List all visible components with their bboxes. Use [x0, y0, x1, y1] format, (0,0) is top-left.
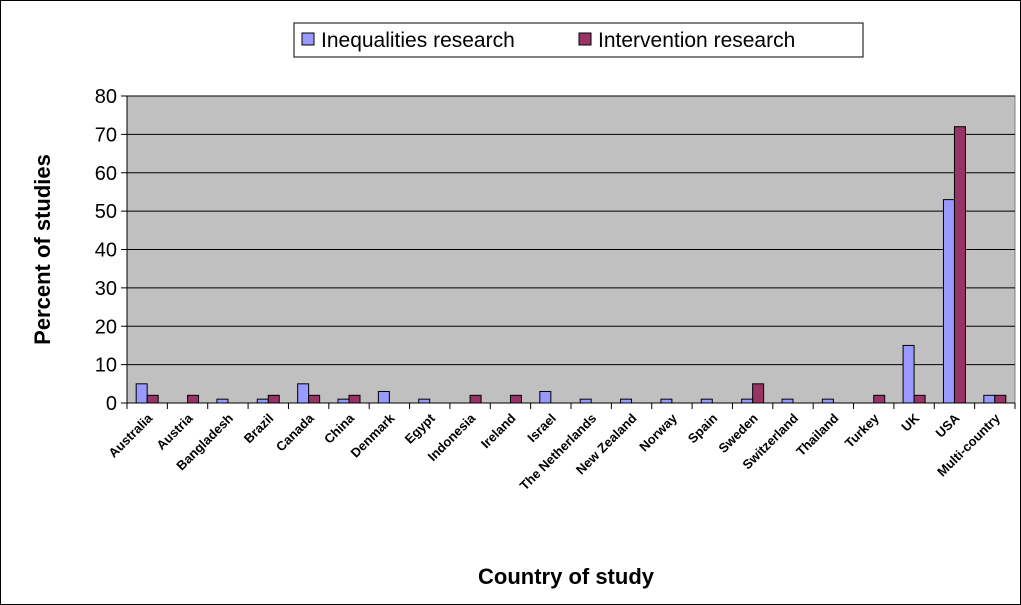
- bar-inequalities: [620, 398, 633, 404]
- legend-swatch-intervention: [578, 32, 592, 46]
- bar-inequalities: [256, 398, 269, 404]
- bar-inequalities: [942, 199, 955, 404]
- legend: Inequalities research Intervention resea…: [293, 22, 864, 58]
- bar-inequalities: [579, 398, 592, 404]
- bar-inequalities: [983, 394, 996, 404]
- bar-intervention: [348, 394, 361, 404]
- y-tick-label: 10: [95, 355, 117, 377]
- x-tick-label: Brazil: [241, 411, 277, 447]
- x-tick-label: Egypt: [402, 410, 439, 447]
- x-tick-label: Canada: [273, 410, 317, 454]
- x-tick-label: Israel: [524, 411, 559, 446]
- bar-inequalities: [297, 383, 310, 404]
- y-tick-label: 40: [95, 240, 117, 262]
- y-tick-label: 60: [95, 163, 117, 185]
- x-tick-label: China: [321, 410, 358, 447]
- y-tick-label: 30: [95, 278, 117, 300]
- x-tick-label: Denmark: [348, 410, 398, 460]
- legend-label-intervention: Intervention research: [598, 29, 795, 52]
- bar-inequalities: [216, 398, 229, 404]
- bar-intervention: [994, 394, 1007, 404]
- bar-intervention: [308, 394, 321, 404]
- x-tick-label: Spain: [685, 410, 721, 446]
- legend-swatch-inequalities: [301, 32, 315, 46]
- bar-intervention: [752, 383, 765, 404]
- bar-intervention: [267, 394, 280, 404]
- y-tick-label: 20: [95, 316, 117, 338]
- x-tick-label: Turkey: [842, 410, 883, 451]
- bar-inequalities: [902, 344, 915, 404]
- bar-inequalities: [377, 390, 390, 404]
- bar-inequalities: [741, 398, 754, 404]
- bar-intervention: [469, 394, 482, 404]
- x-tick-label: Ireland: [478, 410, 519, 451]
- bar-intervention: [146, 394, 159, 404]
- bars: [135, 126, 1007, 404]
- bar-intervention: [953, 126, 966, 404]
- bar-intervention: [187, 394, 200, 404]
- x-axis-title: Country of study: [478, 564, 655, 589]
- bar-intervention: [873, 394, 886, 404]
- x-tick-label: UK: [898, 410, 922, 434]
- bar-inequalities: [700, 398, 713, 404]
- bar-inequalities: [135, 383, 148, 404]
- y-tick-labels: 0 10 20 30 40 50 60 70 80: [95, 86, 117, 415]
- bar-inequalities: [781, 398, 794, 404]
- bar-inequalities: [539, 390, 552, 404]
- bar-inequalities: [337, 398, 350, 404]
- bar-inequalities: [660, 398, 673, 404]
- bar-inequalities: [418, 398, 431, 404]
- y-tick-label: 0: [106, 393, 117, 415]
- x-tick-label: Norway: [636, 410, 680, 454]
- gridlines: [127, 95, 1015, 404]
- y-tick-label: 50: [95, 201, 117, 223]
- y-tick-label: 80: [95, 86, 117, 108]
- x-tick-label: USA: [933, 410, 963, 440]
- legend-label-inequalities: Inequalities research: [321, 29, 515, 52]
- x-tick-label: Australia: [105, 410, 155, 460]
- x-tick-label: Thailand: [793, 410, 841, 458]
- bar-inequalities: [821, 398, 834, 404]
- axes: [121, 95, 1016, 409]
- y-tick-label: 70: [95, 124, 117, 146]
- bar-intervention: [913, 394, 926, 404]
- y-axis-title: Percent of studies: [30, 154, 55, 345]
- bar-intervention: [509, 394, 522, 404]
